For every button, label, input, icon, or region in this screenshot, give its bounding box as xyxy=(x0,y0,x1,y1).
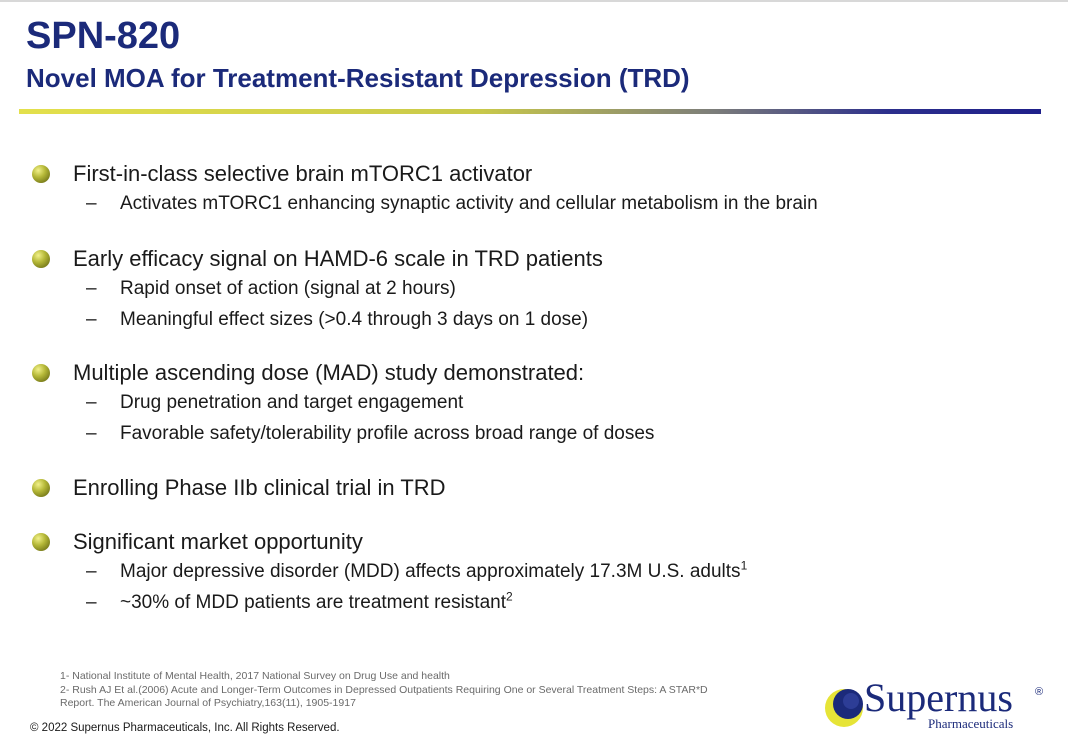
bullet-dot-icon xyxy=(32,364,50,382)
footnote-2: 2- Rush AJ Et al.(2006) Acute and Longer… xyxy=(60,683,708,696)
bullet-dot-icon xyxy=(32,250,50,268)
company-logo: Supernus ® Pharmaceuticals xyxy=(822,675,1052,734)
bullet-text: Multiple ascending dose (MAD) study demo… xyxy=(73,360,585,385)
top-divider xyxy=(0,0,1068,2)
bullet-text: Early efficacy signal on HAMD-6 scale in… xyxy=(73,246,603,271)
copyright-notice: © 2022 Supernus Pharmaceuticals, Inc. Al… xyxy=(30,722,340,734)
bullet-text: Enrolling Phase IIb clinical trial in TR… xyxy=(73,475,446,500)
sub-bullet-text: Favorable safety/tolerability profile ac… xyxy=(120,423,655,444)
footnotes: 1- National Institute of Mental Health, … xyxy=(60,670,708,711)
dash-marker: – xyxy=(86,423,97,444)
dash-marker: – xyxy=(86,592,97,613)
title-underline-bar xyxy=(19,109,1041,114)
dash-marker: – xyxy=(86,561,97,582)
bullet-dot-icon xyxy=(32,165,50,183)
dash-marker: – xyxy=(86,278,97,299)
footnote-1: 1- National Institute of Mental Health, … xyxy=(60,670,450,682)
slide-subtitle: Novel MOA for Treatment-Resistant Depres… xyxy=(26,63,690,93)
logo-tagline: Pharmaceuticals xyxy=(928,716,1014,731)
slide-title: SPN-820 xyxy=(26,15,181,57)
dash-marker: – xyxy=(86,309,97,330)
bullet-dot-icon xyxy=(32,479,50,497)
footnote-2-continued: Report. The American Journal of Psychiat… xyxy=(60,697,356,709)
sub-bullet-text: Major depressive disorder (MDD) affects … xyxy=(120,558,748,582)
bullet-text: First-in-class selective brain mTORC1 ac… xyxy=(73,161,533,186)
sub-bullet-text: Drug penetration and target engagement xyxy=(120,392,464,413)
sub-bullet-text: Rapid onset of action (signal at 2 hours… xyxy=(120,278,456,299)
bullet-text: Significant market opportunity xyxy=(73,529,363,554)
dash-marker: – xyxy=(86,193,97,214)
sub-bullet-text: Meaningful effect sizes (>0.4 through 3 … xyxy=(120,309,589,330)
dash-marker: – xyxy=(86,392,97,413)
registered-mark: ® xyxy=(1035,686,1044,698)
bullet-dot-icon xyxy=(32,533,50,551)
logo-wordmark: Supernus xyxy=(864,675,1013,720)
sub-bullet-text: Activates mTORC1 enhancing synaptic acti… xyxy=(120,193,818,214)
supernus-logo-icon xyxy=(825,689,863,727)
sub-bullet-text: ~30% of MDD patients are treatment resis… xyxy=(120,589,513,613)
